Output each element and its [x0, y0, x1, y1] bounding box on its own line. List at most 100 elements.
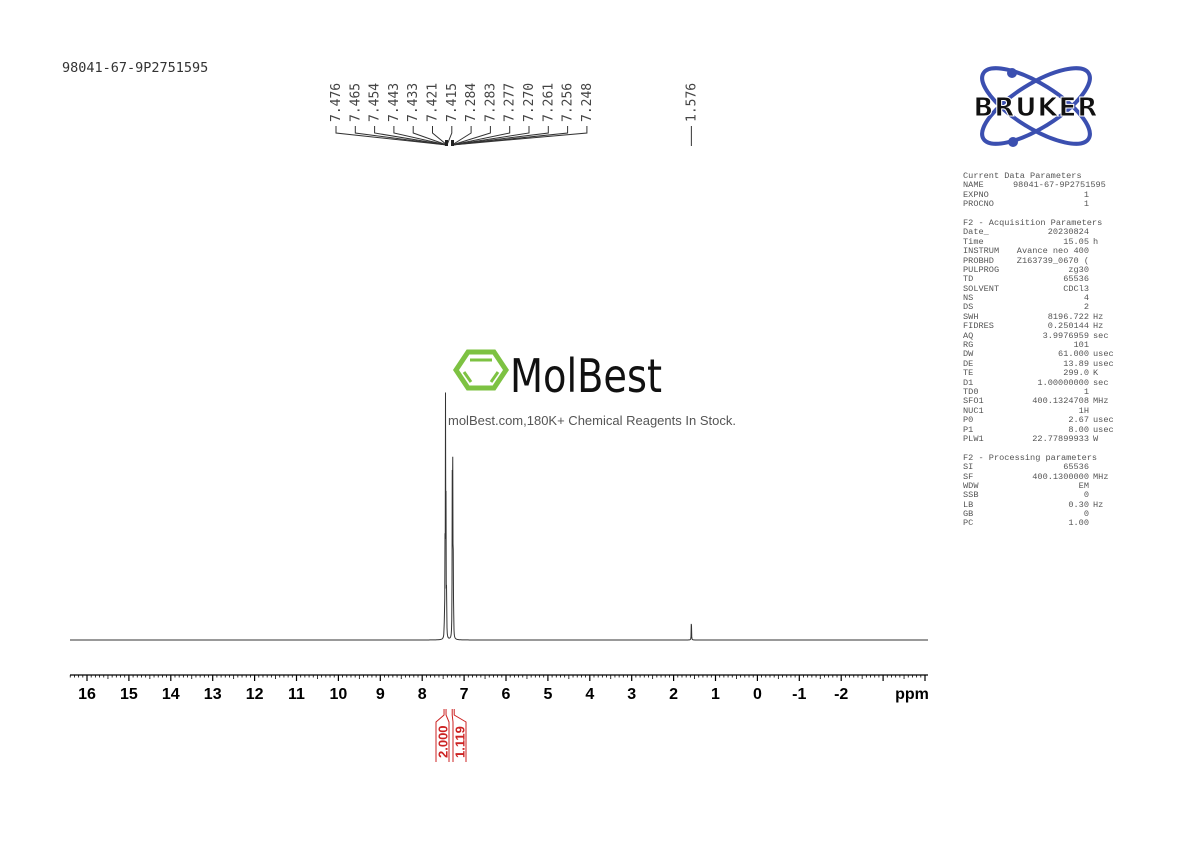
parameter-key: DS: [963, 302, 974, 313]
parameter-section-title: F2 - Acquisition Parameters: [963, 217, 1103, 228]
peak-label: 7.283: [483, 83, 498, 122]
parameter-row: PLW1 22.77899933 W: [963, 433, 1114, 444]
parameter-value: 4: [1083, 293, 1089, 304]
parameter-value: 8196.722: [1047, 311, 1089, 322]
parameter-value: 1H: [1078, 405, 1089, 416]
parameter-key: GB: [963, 509, 974, 520]
parameter-key: DW: [963, 349, 974, 360]
parameter-row: SSB 0: [963, 490, 1114, 501]
bruker-logo-text: BRUKER: [974, 93, 1099, 123]
parameter-key: INSTRUM: [963, 246, 1000, 257]
parameter-unit: usec: [1093, 424, 1114, 435]
parameter-value: 22.77899933: [1032, 433, 1089, 444]
parameter-row: LB 0.30 Hz: [963, 500, 1114, 510]
parameter-row: SOLVENT CDCl3: [963, 284, 1114, 294]
parameter-row: SF 400.1300000 MHz: [963, 472, 1114, 482]
parameter-unit: usec: [1093, 415, 1114, 426]
peak-label: 7.454: [368, 83, 383, 122]
parameter-key: Time: [963, 236, 984, 247]
parameter-row: GB 0: [963, 509, 1114, 520]
parameter-value: 2.67: [1068, 415, 1089, 426]
x-tick-label: 16: [78, 686, 96, 703]
parameter-unit: usec: [1093, 358, 1114, 369]
peak-cluster-mark: [445, 140, 448, 146]
peak-label: 7.415: [445, 83, 460, 122]
parameter-key: FIDRES: [963, 321, 994, 332]
peak-label: 7.421: [426, 83, 441, 122]
parameter-section-title: F2 - Processing parameters: [963, 452, 1098, 463]
parameter-key: PC: [963, 518, 974, 529]
parameter-key: EXPNO: [963, 189, 989, 200]
parameter-key: SI: [963, 462, 974, 473]
peak-label: 7.443: [387, 83, 402, 122]
parameter-value: Avance neo 400: [1016, 246, 1089, 257]
parameter-key: P0: [963, 415, 974, 426]
parameter-key: SFO1: [963, 396, 984, 407]
parameter-row: INSTRUM Avance neo 400: [963, 246, 1114, 257]
peak-leader-line: [451, 126, 569, 146]
peak-label: 1.576: [684, 83, 699, 122]
parameter-value: 65536: [1063, 462, 1089, 473]
parameter-row: Date_ 20230824: [963, 227, 1114, 238]
x-tick-label: 0: [753, 686, 762, 703]
x-tick-label: 12: [246, 686, 264, 703]
parameter-key: PLW1: [963, 433, 984, 444]
parameter-unit: h: [1093, 236, 1099, 247]
parameter-row: AQ 3.9976959 sec: [963, 330, 1114, 341]
parameter-key: PROCNO: [963, 199, 994, 210]
parameter-key: SWH: [963, 311, 979, 322]
parameter-row: PULPROG zg30: [963, 264, 1114, 275]
parameter-value: 65536: [1063, 274, 1089, 285]
parameter-key: SSB: [963, 490, 979, 501]
spectrum-trace: [70, 392, 928, 641]
parameter-key: PROBHD: [963, 255, 994, 266]
parameter-key: NAME: [963, 180, 984, 191]
x-tick-label: 9: [376, 686, 385, 703]
peak-label: 7.256: [561, 83, 576, 122]
parameter-row: WDW EM: [963, 480, 1114, 491]
peak-labels: 7.476 7.465 7.454 7.443 7.433 7.421 7.415 7.284…: [329, 83, 699, 146]
peak-leader-line: [451, 126, 549, 146]
parameter-unit: MHz: [1093, 396, 1109, 407]
parameter-key: TD: [963, 274, 974, 285]
parameter-row: SWH 8196.722 Hz: [963, 311, 1114, 322]
parameter-row: NAME 98041-67-9P2751595: [963, 180, 1114, 191]
parameter-value: Z163739_0670 (: [1016, 255, 1089, 266]
parameter-value: 8.00: [1068, 424, 1089, 435]
parameter-unit: Hz: [1093, 321, 1104, 332]
x-tick-label: 3: [627, 686, 636, 703]
parameter-value: 15.05: [1063, 236, 1089, 247]
peak-label: 7.476: [329, 83, 344, 122]
bruker-logo: BRUKER: [973, 66, 1099, 147]
molbest-tagline: molBest.com,180K+ Chemical Reagents In S…: [448, 413, 736, 428]
parameter-value: 400.1324708: [1032, 396, 1089, 407]
integrals: 2.000 1.119: [435, 709, 468, 762]
x-tick-label: 10: [330, 686, 348, 703]
parameter-value: 0: [1083, 490, 1089, 501]
parameter-row: TD0 1: [963, 387, 1114, 397]
integral-bracket: [451, 709, 454, 762]
x-tick-label: 11: [288, 686, 305, 703]
x-tick-label: 14: [162, 686, 180, 703]
x-tick-label: 5: [543, 686, 552, 703]
x-tick-label: 8: [418, 686, 427, 703]
parameter-value: 1: [1083, 189, 1089, 200]
parameter-key: AQ: [963, 330, 974, 341]
parameter-key: D1: [963, 377, 974, 388]
x-tick-label: 7: [460, 686, 469, 703]
parameter-key: NUC1: [963, 405, 984, 416]
peak-leader-line: [451, 126, 511, 146]
x-tick-label: 4: [585, 686, 594, 703]
parameter-row: FIDRES 0.250144 Hz: [963, 321, 1114, 332]
parameter-value: zg30: [1068, 264, 1089, 275]
x-tick-label: 2: [669, 686, 678, 703]
parameter-key: PULPROG: [963, 264, 1000, 275]
parameter-key: WDW: [963, 480, 979, 491]
peak-cluster-mark: [451, 140, 454, 146]
peak-leader-line: [432, 126, 448, 146]
parameter-value: 20230824: [1047, 227, 1089, 238]
x-tick-label: 15: [120, 686, 138, 703]
parameter-value: 1: [1083, 199, 1089, 210]
ppm-axis: 16 15 14 13 12 11 10 9 8 7 6 5 4 3 2 1 0 -1 -2 ppm: [69, 674, 929, 703]
